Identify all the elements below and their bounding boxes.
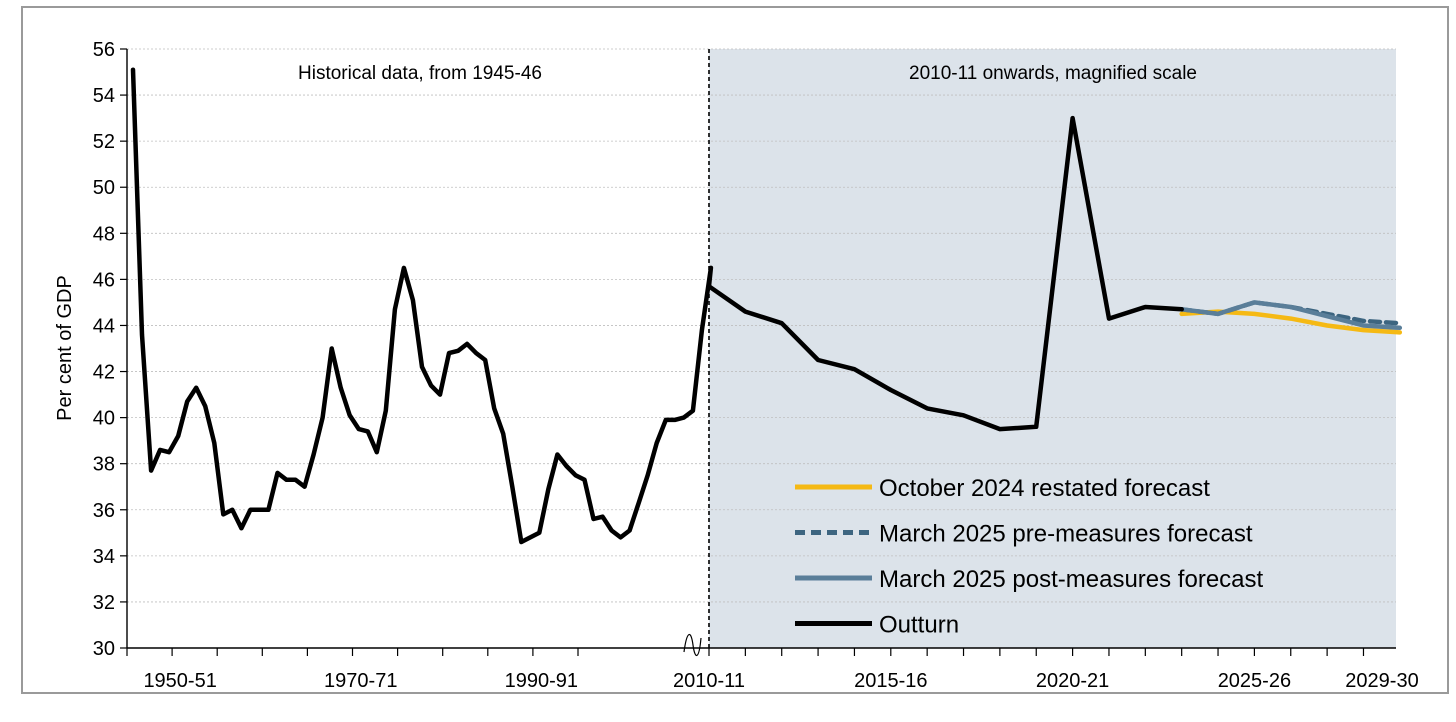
y-tick-label: 40 <box>93 408 115 430</box>
y-tick-label: 32 <box>93 592 115 614</box>
x-tick-label: 1970-71 <box>324 670 397 692</box>
y-tick-label: 38 <box>93 454 115 476</box>
magnified-scale-panel <box>709 49 1396 648</box>
historical-data-note: Historical data, from 1945-46 <box>298 63 542 84</box>
y-tick-label: 48 <box>93 223 115 245</box>
legend-label-outturn: Outturn <box>879 612 959 639</box>
y-tick-label: 54 <box>93 85 115 107</box>
y-tick-label: 36 <box>93 500 115 522</box>
y-tick-label: 34 <box>93 546 115 568</box>
legend-label-march-2025-post-measures-forecast: March 2025 post-measures forecast <box>879 566 1264 593</box>
series-line-march-2025-post-measures-forecast <box>1179 300 1403 331</box>
grid-lines <box>127 48 1396 603</box>
x-tick-label: 2025-26 <box>1218 670 1291 692</box>
y-tick-label: 56 <box>93 39 115 61</box>
legend-label-october-2024-restated-forecast: October 2024 restated forecast <box>879 475 1210 502</box>
y-tick-label: 52 <box>93 131 115 153</box>
axis-break-mark <box>683 634 702 656</box>
y-axis: 30 32 34 36 38 40 42 44 46 48 50 52 54 56 <box>93 39 128 660</box>
x-tick-label: 2029-30 <box>1345 670 1418 692</box>
legend-label-march-2025-pre-measures-forecast: March 2025 pre-measures forecast <box>879 521 1253 548</box>
y-tick-label: 46 <box>93 269 115 291</box>
x-axis: 1950-51 1970-71 1990-91 2010-11 2015-16 2020-… <box>126 647 1419 692</box>
x-tick-label: 1950-51 <box>143 670 216 692</box>
magnified-scale-note: 2010-11 onwards, magnified scale <box>909 63 1197 84</box>
series-line-outturn-historical <box>130 67 714 545</box>
y-tick-label: 50 <box>93 177 115 199</box>
x-tick-label: 1990-91 <box>505 670 578 692</box>
x-tick-label: 2015-16 <box>854 670 927 692</box>
y-tick-label: 42 <box>93 362 115 384</box>
series-lines <box>130 67 1403 545</box>
series-line-outturn <box>706 115 1184 432</box>
y-tick-label: 30 <box>93 638 115 660</box>
y-axis-title: Per cent of GDP <box>54 275 76 421</box>
y-tick-label: 44 <box>93 315 115 337</box>
x-tick-label: 2020-21 <box>1036 670 1109 692</box>
x-tick-label: 2010-11 <box>673 670 745 692</box>
legend: October 2024 restated forecast March 2025… <box>795 475 1264 639</box>
